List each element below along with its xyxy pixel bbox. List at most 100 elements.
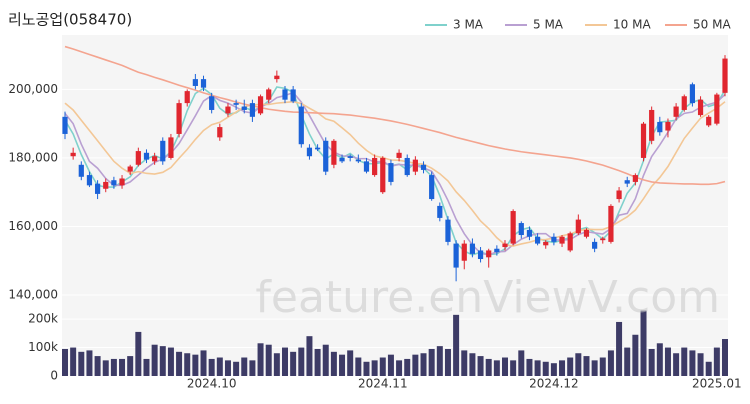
candle-body bbox=[143, 152, 150, 160]
volume-tick-label: 100k bbox=[28, 340, 58, 354]
volume-bar bbox=[502, 357, 508, 376]
volume-bar bbox=[330, 351, 337, 376]
volume-bar bbox=[298, 347, 305, 376]
candle-body bbox=[372, 157, 378, 176]
volume-bar bbox=[176, 351, 183, 376]
volume-bar bbox=[306, 336, 313, 376]
volume-bar bbox=[689, 350, 696, 376]
plot-background bbox=[62, 35, 728, 376]
candle-body bbox=[209, 96, 215, 110]
candle-body bbox=[404, 157, 410, 176]
candle-body bbox=[714, 94, 720, 124]
candle-body bbox=[160, 140, 166, 162]
volume-bar bbox=[94, 356, 101, 376]
volume-bar bbox=[371, 360, 378, 376]
candle-body bbox=[534, 236, 541, 244]
volume-bar bbox=[86, 350, 93, 376]
volume-bar bbox=[200, 350, 207, 376]
candle-body bbox=[274, 75, 280, 80]
candle-body bbox=[673, 106, 679, 117]
volume-bar bbox=[167, 347, 174, 376]
x-tick-label: 2024.10 bbox=[187, 377, 237, 391]
volume-bar bbox=[673, 353, 680, 376]
candle-body bbox=[445, 219, 451, 242]
axes: 140,000 160,000 180,000 200,000 0 100k 200k 202… bbox=[8, 82, 741, 391]
candle-body bbox=[355, 159, 361, 162]
chart-title: 리노공업(058470) bbox=[8, 11, 132, 29]
volume-bar bbox=[62, 348, 68, 376]
legend-label: 5 MA bbox=[533, 18, 564, 32]
candle-body bbox=[388, 163, 394, 182]
candle-body bbox=[192, 79, 198, 86]
candle-body bbox=[323, 140, 329, 172]
volume-bar bbox=[559, 360, 566, 376]
candle-body bbox=[697, 99, 704, 116]
candle-body bbox=[380, 157, 386, 193]
volume-bar bbox=[249, 360, 256, 376]
volume-bar bbox=[208, 358, 215, 376]
candle-body bbox=[706, 116, 712, 126]
candle-body bbox=[119, 178, 125, 186]
legend-label: 3 MA bbox=[453, 18, 484, 32]
volume-bar bbox=[216, 357, 223, 376]
candle-body bbox=[624, 180, 630, 184]
candle-body bbox=[111, 180, 117, 186]
volume-bar bbox=[265, 344, 272, 376]
legend-label: 10 MA bbox=[613, 18, 651, 32]
volume-bar bbox=[722, 339, 728, 376]
candle-body bbox=[600, 238, 606, 241]
volume-bar bbox=[387, 354, 394, 376]
candle-body bbox=[176, 103, 182, 134]
volume-bar bbox=[428, 348, 435, 376]
ma-line bbox=[64, 100, 726, 247]
volume-bar bbox=[379, 357, 386, 376]
candle-body bbox=[266, 89, 272, 100]
candle-body bbox=[306, 147, 313, 157]
candle-body bbox=[608, 205, 614, 242]
volume-bar bbox=[697, 353, 704, 376]
y-tick-label: 160,000 bbox=[8, 219, 58, 233]
candle-body bbox=[233, 103, 239, 105]
candle-body bbox=[559, 236, 565, 244]
volume-bar bbox=[681, 347, 688, 376]
volume-bar bbox=[159, 346, 166, 376]
y-tick-label: 140,000 bbox=[8, 288, 58, 302]
volume-bar bbox=[583, 356, 590, 376]
candle-body bbox=[103, 181, 109, 189]
candle-body bbox=[86, 175, 93, 186]
candle-body bbox=[592, 241, 598, 249]
candle-body bbox=[200, 79, 207, 88]
candle-body bbox=[62, 116, 68, 134]
volume-bar bbox=[322, 344, 329, 376]
volume-bar bbox=[591, 360, 598, 376]
volume-bar bbox=[436, 346, 443, 376]
candle-body bbox=[616, 190, 622, 200]
candle-body bbox=[298, 106, 304, 145]
candle-body bbox=[437, 205, 443, 218]
candle-body bbox=[168, 137, 174, 158]
volume-bar bbox=[575, 353, 582, 376]
volume-bar bbox=[640, 310, 647, 376]
candle-body bbox=[510, 211, 516, 244]
legend-label: 50 MA bbox=[693, 18, 731, 32]
candle-body bbox=[486, 250, 492, 258]
candle-body bbox=[543, 241, 549, 246]
volume-bar bbox=[534, 360, 541, 376]
volume-bar bbox=[599, 357, 606, 376]
volume-tick-label: 200k bbox=[28, 312, 58, 326]
volume-bar bbox=[485, 358, 492, 376]
volume-bar bbox=[119, 358, 126, 376]
volume-bar bbox=[444, 348, 451, 376]
candle-body bbox=[722, 58, 728, 93]
candle-body bbox=[331, 140, 337, 165]
volume-bar bbox=[257, 343, 264, 376]
volume-bar bbox=[192, 354, 199, 376]
x-tick-label: 2024.12 bbox=[529, 377, 579, 391]
volume-bar bbox=[363, 361, 370, 376]
volume-bar bbox=[241, 357, 248, 376]
volume-bar bbox=[273, 353, 280, 376]
volume-bar bbox=[347, 350, 354, 376]
volume-bar bbox=[607, 350, 614, 376]
candle-body bbox=[689, 84, 696, 104]
